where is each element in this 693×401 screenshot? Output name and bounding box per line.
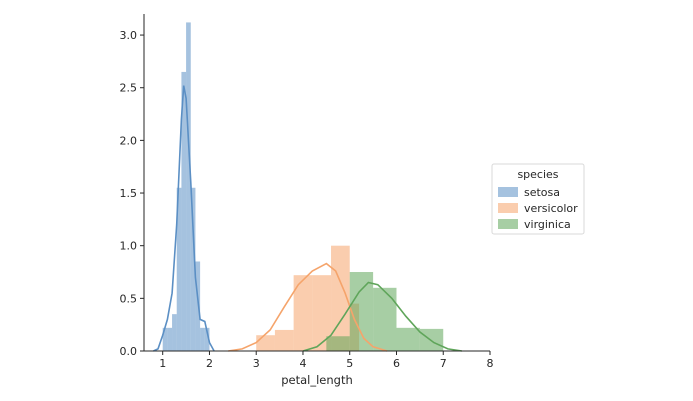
setosa-legend-label: setosa [524,186,560,199]
legend-frame [491,163,585,235]
x-tick-label: 2 [206,357,213,370]
versicolor-legend-label: versicolor [524,202,578,215]
y-tick-label: 2.0 [120,134,138,147]
x-axis-label: petal_length [281,373,353,387]
x-tick-label: 4 [299,357,306,370]
y-tick-label: 2.5 [120,82,138,95]
y-tick-label: 0.5 [120,292,138,305]
setosa-bar [190,187,196,351]
y-tick-label: 1.0 [120,240,138,253]
kde-curves [153,85,463,352]
x-tick-label: 3 [253,357,260,370]
setosa-bar [204,327,210,351]
setosa-bar [186,22,191,352]
legend-title: species [517,168,558,181]
versicolor-bar [256,335,275,351]
virginica-legend-label: virginica [524,218,571,231]
y-tick-label: 0.0 [120,345,138,358]
versicolor-bar [293,275,313,351]
versicolor-kde-line [228,262,388,352]
x-tick-label: 7 [440,357,447,370]
legend: species setosa versicolor virginica [491,163,585,235]
virginica-legend-swatch [498,219,518,229]
setosa-legend-swatch [498,187,518,197]
histogram-bars [162,22,444,352]
virginica-bar [326,336,350,351]
virginica-kde-line [302,281,463,352]
setosa-bar [181,71,187,351]
setosa-bar [162,327,168,351]
versicolor-bar [274,329,294,351]
setosa-bar [200,327,205,351]
x-tick-label: 1 [159,357,166,370]
x-tick-label: 8 [487,357,494,370]
versicolor-legend-swatch [498,203,518,213]
setosa-bar [176,187,182,351]
axes: 1 2 3 4 5 6 7 8 0.0 0.5 1.0 1.5 2.0 2.5 3.0 [120,14,494,370]
x-tick-label: 5 [346,357,353,370]
virginica-bar [396,327,420,351]
setosa-bar [195,261,201,351]
x-tick-label: 6 [393,357,400,370]
setosa-kde-line [153,85,215,352]
setosa-bar [167,327,173,351]
setosa-bar [172,314,177,351]
virginica-bar [373,287,397,351]
versicolor-bar [312,275,332,351]
virginica-bar [349,272,374,351]
y-tick-label: 1.5 [120,187,138,200]
y-tick-label: 3.0 [120,29,138,42]
